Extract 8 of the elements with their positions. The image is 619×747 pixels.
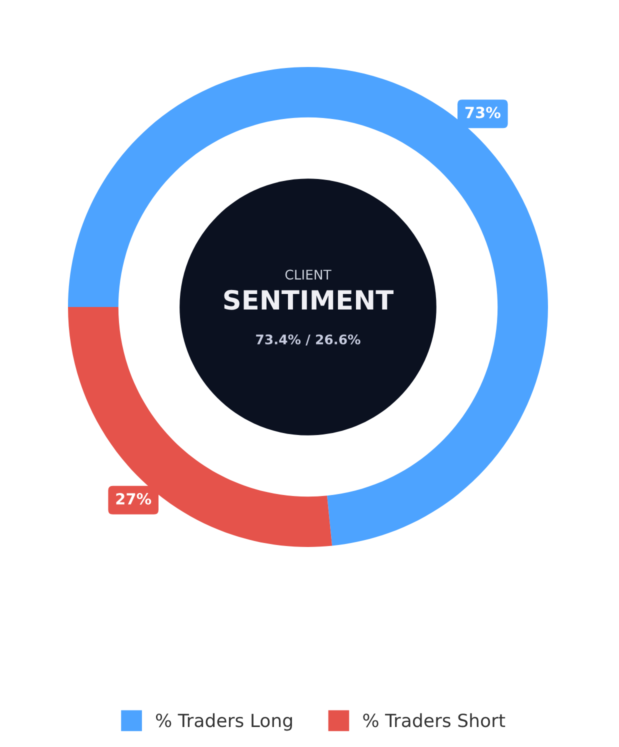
data-label: 27% [116, 493, 152, 505]
donut-slice [68, 67, 548, 546]
legend-label: % Traders Short [363, 713, 506, 728]
text: 73.4% / 26.6% [256, 334, 360, 346]
legend-label: % Traders Long [156, 713, 292, 731]
text: CLIENT [285, 270, 332, 280]
text: SENTIMENT [224, 290, 394, 310]
data-label: 73% [465, 106, 500, 118]
